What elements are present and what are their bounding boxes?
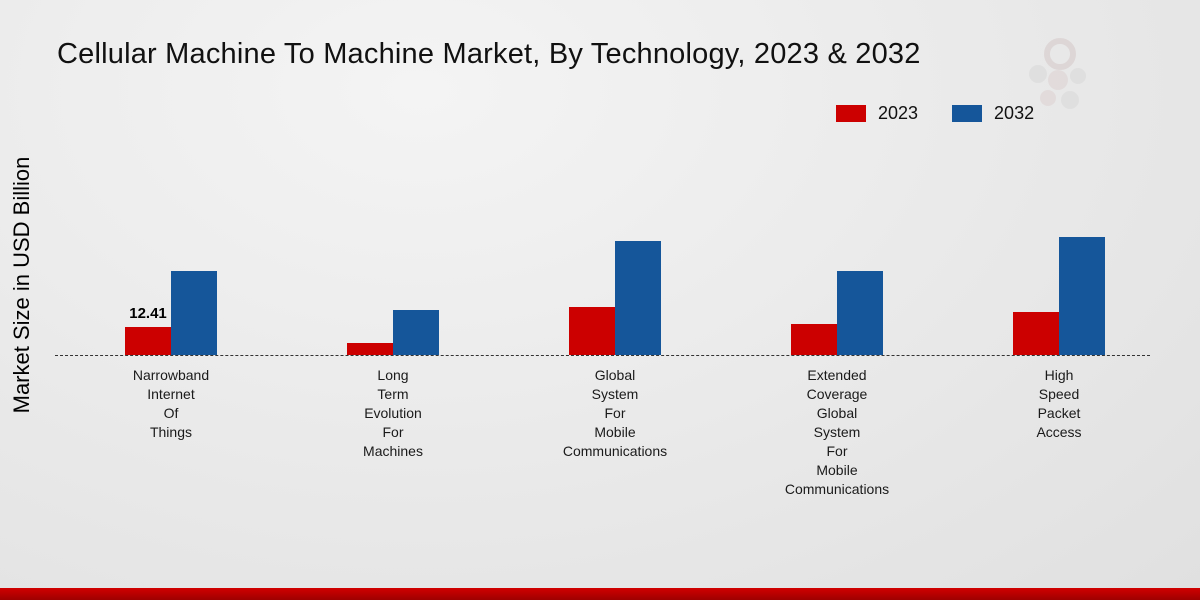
bar-wrap-2032: [837, 271, 883, 355]
bar-wrap-2032: [615, 241, 661, 355]
bar-wrap-2023: [1013, 312, 1059, 355]
bar-wrap-2023: 12.41: [125, 305, 171, 355]
bar-value-label: 12.41: [129, 305, 167, 322]
bar-pair: 12.41: [125, 205, 217, 355]
chart-group: Extended Coverage Global System For Mobile Com…: [726, 205, 948, 499]
bar-wrap-2032: [393, 310, 439, 355]
x-axis-baseline: [55, 355, 1150, 356]
chart-group: 12.41 Narrowband Internet Of Things: [60, 205, 282, 499]
chart-group: High Speed Packet Access: [948, 205, 1170, 499]
category-label: Extended Coverage Global System For Mobile Com…: [784, 367, 890, 497]
bar-2032: [837, 271, 883, 355]
bar-chart: 12.41 Narrowband Internet Of Things Long Term E…: [60, 205, 1170, 499]
legend-label-2032: 2032: [994, 103, 1035, 123]
bar-pair: [1013, 205, 1105, 355]
bar-wrap-2023: [791, 324, 837, 355]
bar-2023: [1013, 312, 1059, 355]
legend-item-2032: 2032: [952, 103, 1034, 124]
bar-pair: [791, 205, 883, 355]
bar-pair: [569, 205, 661, 355]
bar-wrap-2023: [569, 307, 615, 355]
bar-2032: [171, 271, 217, 355]
category-label: High Speed Packet Access: [1036, 367, 1082, 440]
bar-2032: [615, 241, 661, 355]
bar-2023: [569, 307, 615, 355]
bar-2023: [791, 324, 837, 355]
footer-red-bar: [0, 588, 1200, 600]
legend: 2023 2032: [836, 103, 1034, 124]
bar-2023: [347, 343, 393, 355]
bar-wrap-2032: [1059, 237, 1105, 355]
chart-title: Cellular Machine To Machine Market, By T…: [57, 38, 921, 70]
category-label: Global System For Mobile Communications: [562, 367, 668, 459]
bar-wrap-2023: [347, 343, 393, 355]
legend-swatch-2023: [836, 105, 866, 122]
legend-swatch-2032: [952, 105, 983, 122]
y-axis-label: Market Size in USD Billion: [9, 156, 34, 414]
legend-label-2023: 2023: [878, 103, 919, 123]
chart-groups: 12.41 Narrowband Internet Of Things Long Term E…: [60, 205, 1170, 499]
bar-2032: [1059, 237, 1105, 355]
legend-item-2023: 2023: [836, 103, 918, 124]
bar-2032: [393, 310, 439, 355]
bar-2023: [125, 327, 171, 355]
category-label: Narrowband Internet Of Things: [132, 367, 210, 440]
bar-pair: [347, 205, 439, 355]
bar-wrap-2032: [171, 271, 217, 355]
chart-group: Long Term Evolution For Machines: [282, 205, 504, 499]
category-label: Long Term Evolution For Machines: [363, 367, 423, 459]
watermark-logo: [1029, 38, 1086, 109]
chart-group: Global System For Mobile Communications: [504, 205, 726, 499]
